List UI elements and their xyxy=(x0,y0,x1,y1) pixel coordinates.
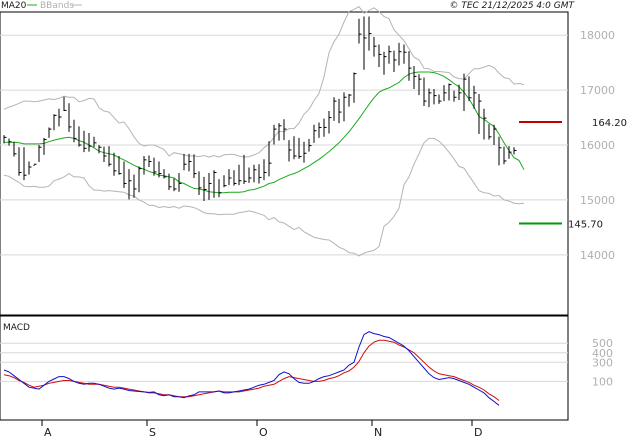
month-label: N xyxy=(374,426,382,439)
price-tick-label: 15000 xyxy=(580,194,615,207)
macd-tick-label: 300 xyxy=(592,356,613,369)
bbands-lower xyxy=(3,137,525,257)
price-panel xyxy=(0,11,569,316)
price-levels: 164.20 145.70 xyxy=(519,118,627,231)
ma20-legend: MA20 xyxy=(1,1,27,11)
price-tick-label: 14000 xyxy=(580,249,615,262)
copyright-text: © TEC 21/12/2025 4:0 GMT xyxy=(449,1,575,11)
bbands-upper xyxy=(3,6,525,158)
macd-panel xyxy=(0,315,569,421)
price-gridlines xyxy=(0,34,568,256)
price-tick-label: 16000 xyxy=(580,139,615,152)
macd-tick-label: 500 xyxy=(592,337,613,350)
macd-tick-label: 100 xyxy=(592,375,613,388)
ohlc-bars xyxy=(3,16,517,202)
bbands-legend: BBands xyxy=(40,1,74,11)
price-tick-label: 17000 xyxy=(580,84,615,97)
resistance-label: 164.20 xyxy=(592,118,627,129)
month-label: O xyxy=(259,426,268,439)
macd-tick-label: 400 xyxy=(592,347,613,360)
bollinger-bands xyxy=(3,6,525,257)
month-label: D xyxy=(474,426,482,439)
price-tick-label: 18000 xyxy=(580,29,615,42)
macd-lines xyxy=(3,331,500,406)
macd-line xyxy=(3,331,500,406)
support-label: 145.70 xyxy=(568,220,603,231)
macd-title: MACD xyxy=(3,323,30,333)
month-label: S xyxy=(149,426,156,439)
macd-gridlines xyxy=(0,342,568,382)
month-label: A xyxy=(44,426,52,439)
